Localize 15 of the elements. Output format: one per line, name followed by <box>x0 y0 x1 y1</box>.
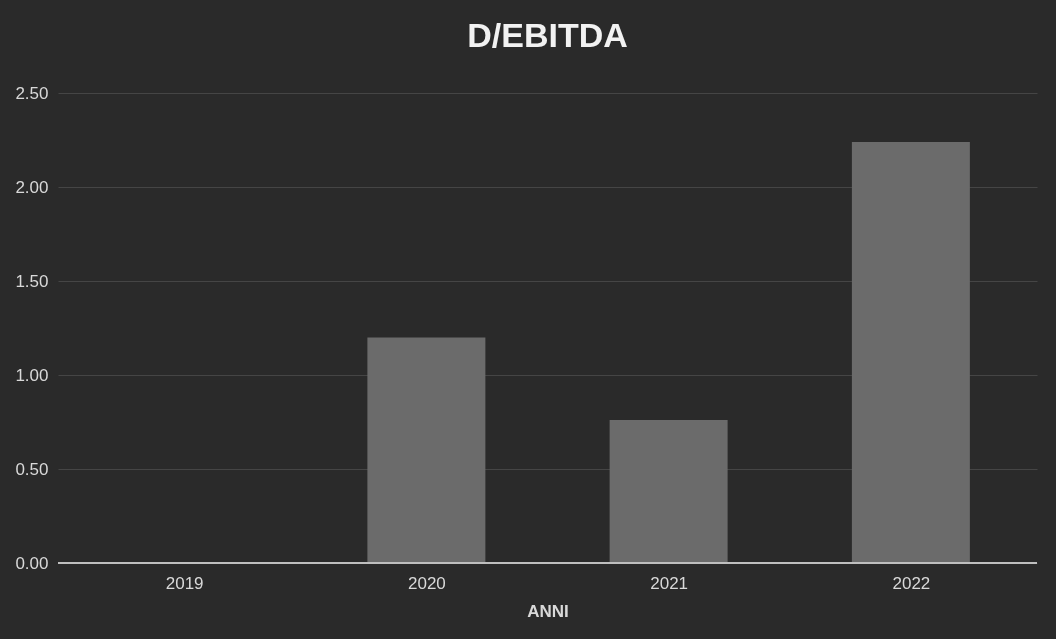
x-tick-label: 2022 <box>892 573 931 593</box>
x-axis-title: ANNI <box>527 601 569 621</box>
bar <box>851 141 970 563</box>
y-tick-label: 2.00 <box>15 177 49 197</box>
chart-title: D/EBITDA <box>467 16 628 54</box>
x-tick-label: 2020 <box>407 573 446 593</box>
y-tick-label: 0.00 <box>15 553 49 573</box>
y-tick-label: 1.50 <box>15 271 49 291</box>
x-tick-label: 2019 <box>165 573 204 593</box>
y-tick-label: 0.50 <box>15 459 49 479</box>
x-tick-label: 2021 <box>650 573 689 593</box>
bar <box>609 420 728 563</box>
bar <box>367 337 486 563</box>
y-tick-label: 1.00 <box>15 365 49 385</box>
y-tick-label: 2.50 <box>15 83 49 103</box>
